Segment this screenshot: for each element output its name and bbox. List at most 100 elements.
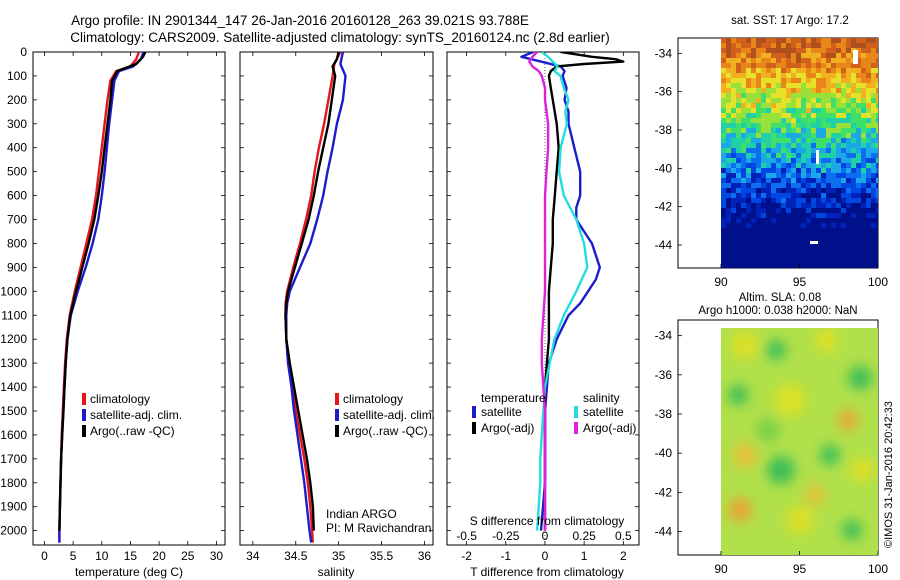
sst-cell (816, 133, 822, 139)
sst-cell (861, 173, 867, 179)
sst-cell (841, 158, 847, 164)
sst-cell (761, 153, 767, 159)
sst-cell (851, 188, 857, 194)
sst-cell (856, 233, 862, 239)
sst-cell (726, 208, 732, 214)
sst-cell (831, 88, 837, 94)
sst-cell (846, 208, 852, 214)
sst-cell (856, 178, 862, 184)
map-x-tick-label: 90 (714, 562, 728, 576)
sst-cell (771, 218, 777, 224)
sst-cell (866, 118, 872, 124)
x-tick-label: 1 (581, 549, 588, 563)
sst-cell (816, 178, 822, 184)
sst-cell (761, 248, 767, 254)
sst-cell (741, 253, 747, 259)
sst-cell (876, 73, 878, 79)
sst-cell (771, 148, 777, 154)
sst-cell (756, 193, 762, 199)
sst-cell (866, 238, 872, 244)
sst-cell (871, 238, 877, 244)
sst-cell (821, 53, 827, 59)
sst-cell (791, 213, 797, 219)
legend-label-t-satellite: satellite (481, 405, 522, 419)
sst-cell (861, 198, 867, 204)
sst-cell (786, 113, 792, 119)
sst-cell (836, 103, 842, 109)
sst-cell (811, 203, 817, 209)
sst-cell (721, 63, 727, 69)
sla-blob (774, 384, 806, 416)
depth-tick-label: 600 (7, 189, 27, 203)
sst-cell (846, 178, 852, 184)
sst-cell (861, 228, 867, 234)
sst-cell (836, 258, 842, 264)
sst-cell (866, 93, 872, 99)
sst-cell (761, 48, 767, 54)
sst-cell (806, 233, 812, 239)
legend-swatch-climatology (335, 393, 339, 405)
sst-cell (751, 73, 757, 79)
sst-cell (756, 188, 762, 194)
sst-cell (826, 63, 832, 69)
sst-cell (801, 58, 807, 64)
sst-cell (811, 43, 817, 49)
depth-tick-label: 900 (7, 260, 27, 274)
sst-cell (746, 173, 752, 179)
sst-cell (831, 193, 837, 199)
sst-cell (731, 163, 737, 169)
sst-cell (781, 258, 787, 264)
sst-cell (771, 158, 777, 164)
sst-cell (841, 178, 847, 184)
sst-cell (761, 188, 767, 194)
sst-cell (781, 143, 787, 149)
sst-cell (791, 223, 797, 229)
sst-cell (761, 123, 767, 129)
sst-cell (776, 188, 782, 194)
sst-cell (751, 58, 757, 64)
sst-cell (871, 88, 877, 94)
sst-cell (731, 148, 737, 154)
sst-cell (811, 168, 817, 174)
sst-cell (861, 58, 867, 64)
sst-cell (846, 113, 852, 119)
sst-cell (736, 78, 742, 84)
sst-cell (866, 218, 872, 224)
sst-cell (876, 173, 878, 179)
sst-cell (841, 133, 847, 139)
sst-cell (801, 188, 807, 194)
sst-cell (796, 43, 802, 49)
sst-cell (736, 108, 742, 114)
sst-cell (806, 168, 812, 174)
sst-cell (791, 128, 797, 134)
sst-cell (806, 238, 812, 244)
sst-cell (786, 73, 792, 79)
sst-cell (866, 168, 872, 174)
sst-cell (726, 258, 732, 264)
sst-cell (786, 143, 792, 149)
sst-cell (796, 103, 802, 109)
sst-cell (766, 88, 772, 94)
sst-cell (871, 43, 877, 49)
sst-cell (831, 238, 837, 244)
sst-cell (771, 88, 777, 94)
sst-cell (806, 173, 812, 179)
sst-cell (751, 63, 757, 69)
sst-cell (831, 123, 837, 129)
sst-cell (841, 203, 847, 209)
sst-cell (761, 53, 767, 59)
sst-cell (851, 143, 857, 149)
x-tick-label: 10 (95, 549, 109, 563)
sst-cell (726, 118, 732, 124)
sst-cell (831, 188, 837, 194)
sst-cell (771, 238, 777, 244)
sst-cell (766, 228, 772, 234)
sst-cell (781, 203, 787, 209)
sla-blob (814, 328, 838, 352)
sst-cell (826, 93, 832, 99)
sst-cell (856, 113, 862, 119)
sst-cell (756, 83, 762, 89)
sst-cell (846, 118, 852, 124)
sst-cell (736, 243, 742, 249)
sst-cell (841, 223, 847, 229)
